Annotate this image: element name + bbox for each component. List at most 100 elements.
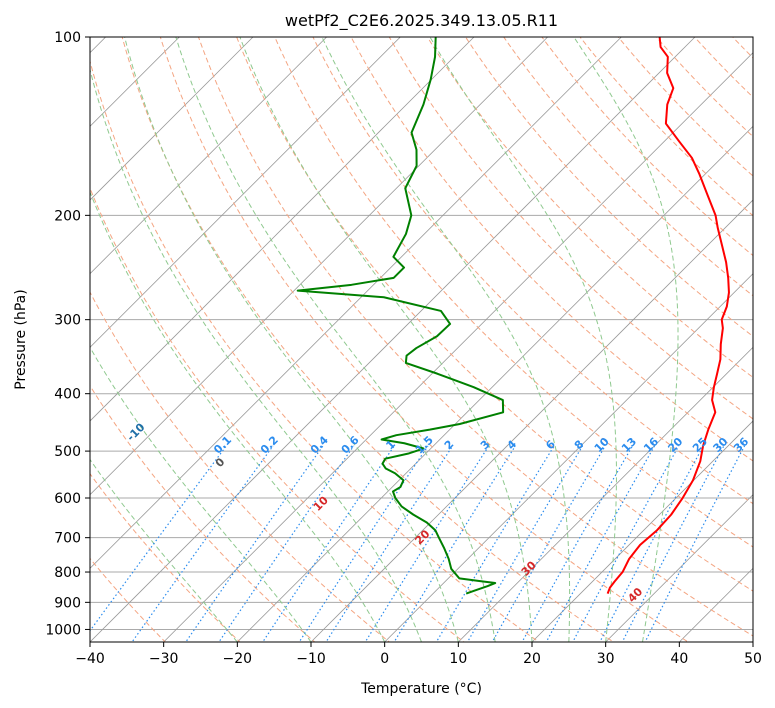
- dry-adiabat-line: [731, 37, 753, 59]
- dry-adiabat-line: [541, 37, 753, 257]
- x-axis: −40 −30 −20 −10 0 10 20 30 40 50: [75, 642, 762, 667]
- dry-adiabat-line: [90, 59, 540, 642]
- y-tick-label: 1000: [45, 622, 81, 638]
- dewpoint-line: [296, 37, 505, 595]
- x-tick-label: −20: [223, 651, 253, 667]
- mixing-ratio-label: 25: [690, 435, 710, 455]
- mixing-ratio-label: 0.6: [339, 433, 362, 456]
- y-tick-label: 800: [54, 565, 81, 581]
- plot-frame: [89, 36, 754, 643]
- dry-adiabat-line: [274, 37, 753, 548]
- moist-adiabat-line: [90, 190, 386, 642]
- isotherm-line: [90, 37, 548, 496]
- chart-title: wetPf2_C2E6.2025.349.13.05.R11: [285, 11, 558, 31]
- dry-adiabat-label: 10: [311, 494, 331, 514]
- dry-adiabat-line: [503, 37, 753, 297]
- mixing-ratio-line: [185, 445, 324, 642]
- mixing-ratio-label: 2: [442, 438, 457, 453]
- mixing-ratio-line: [298, 445, 429, 642]
- y-tick-label: 200: [54, 208, 81, 224]
- mixing-ratio-label: 3: [478, 438, 493, 453]
- sounding-series: [296, 37, 730, 595]
- mixing-ratio-line: [572, 445, 680, 642]
- isotherm-line: [163, 52, 753, 642]
- y-tick-label: 500: [54, 444, 81, 460]
- dry-adiabat-line: [617, 37, 753, 177]
- mixing-ratio-label: 13: [619, 435, 639, 455]
- x-tick-label: 20: [523, 651, 541, 667]
- x-tick-label: −10: [296, 651, 326, 667]
- isotherm-line: [237, 125, 753, 642]
- dry-adiabat-line: [90, 291, 391, 642]
- isotherm-line: [752, 641, 753, 642]
- dry-adiabat-line: [464, 37, 753, 337]
- dry-adiabat-line: [121, 37, 615, 642]
- mixing-ratio-line: [621, 445, 725, 642]
- x-tick-label: 50: [744, 651, 762, 667]
- dry-adiabat-line: [312, 37, 753, 505]
- y-axis: 1000 900 800 700 600 500 400 300 200 100: [45, 30, 90, 638]
- x-tick-label: −30: [149, 651, 179, 667]
- mixing-ratio-line: [466, 445, 584, 642]
- mixing-ratio-line: [325, 445, 454, 642]
- mixing-ratio-line: [364, 445, 490, 642]
- moist-adiabat-line: [573, 37, 679, 642]
- mixing-ratio-label: 8: [572, 438, 587, 453]
- mixing-ratio-lines: [90, 445, 746, 642]
- moist-adiabats: [90, 37, 679, 642]
- y-tick-label: 100: [54, 30, 81, 46]
- isotherm-line: [531, 420, 753, 642]
- mixing-ratio-label: 1: [383, 438, 398, 453]
- y-axis-label: Pressure (hPa): [13, 289, 29, 389]
- dry-adiabat-label: 20: [412, 527, 432, 547]
- dry-adiabat-line: [655, 37, 753, 138]
- mixing-ratio-label: 36: [731, 435, 751, 455]
- mixing-ratio-line: [599, 445, 704, 642]
- moist-adiabat-line: [429, 37, 617, 642]
- mixing-ratio-line: [435, 445, 555, 642]
- x-axis-label: Temperature (°C): [360, 681, 482, 697]
- mixing-ratio-label: 0.1: [211, 434, 234, 457]
- dry-adiabat-line: [350, 37, 753, 462]
- isotherm-line: [90, 37, 475, 422]
- isotherm-line: [310, 199, 753, 642]
- dry-adiabat-line: [426, 37, 753, 378]
- dry-adiabat-line: [159, 37, 690, 642]
- dry-adiabats: [90, 37, 753, 642]
- dry-adiabat-line: [693, 37, 753, 98]
- y-tick-label: 600: [54, 491, 81, 507]
- dry-adiabat-line: [388, 37, 753, 420]
- moist-adiabat-line: [90, 458, 238, 642]
- dry-adiabat-line: [90, 186, 465, 642]
- dry-adiabat-line: [579, 37, 753, 217]
- mixing-ratio-label: 1.5: [413, 434, 436, 457]
- mixing-ratio-line: [131, 445, 274, 642]
- isotherm-line: [605, 494, 753, 642]
- x-tick-label: 0: [380, 651, 389, 667]
- mixing-ratio-label: 16: [641, 435, 661, 455]
- isotherm-line: [90, 37, 254, 201]
- isotherm-line: [90, 37, 327, 275]
- x-tick-label: 10: [449, 651, 467, 667]
- plot-area: -100-90-80-70-60-50-40-30-20-10010203040…: [90, 37, 753, 642]
- isotherm-line: [384, 273, 753, 642]
- dry-adiabat-line: [197, 37, 753, 637]
- mixing-ratio-label: 10: [592, 435, 612, 455]
- y-tick-label: 400: [54, 387, 81, 403]
- mixing-ratio-label: 4: [505, 437, 520, 452]
- mixing-ratio-label: 20: [665, 435, 685, 455]
- dry-adiabat-line: [90, 384, 316, 642]
- y-tick-label: 300: [54, 313, 81, 329]
- mixing-ratio-line: [393, 445, 516, 642]
- moist-adiabat-line: [239, 37, 533, 642]
- moist-adiabat-line: [90, 67, 422, 642]
- moist-adiabat-line: [175, 37, 496, 642]
- x-tick-label: 30: [597, 651, 615, 667]
- mixing-ratio-line: [262, 445, 395, 642]
- mixing-ratio-label: 0.4: [308, 433, 331, 456]
- moist-adiabat-line: [321, 37, 571, 642]
- dry-adiabat-line: [90, 472, 241, 642]
- isotherm-line: [679, 567, 753, 642]
- isotherm-line: [90, 37, 622, 569]
